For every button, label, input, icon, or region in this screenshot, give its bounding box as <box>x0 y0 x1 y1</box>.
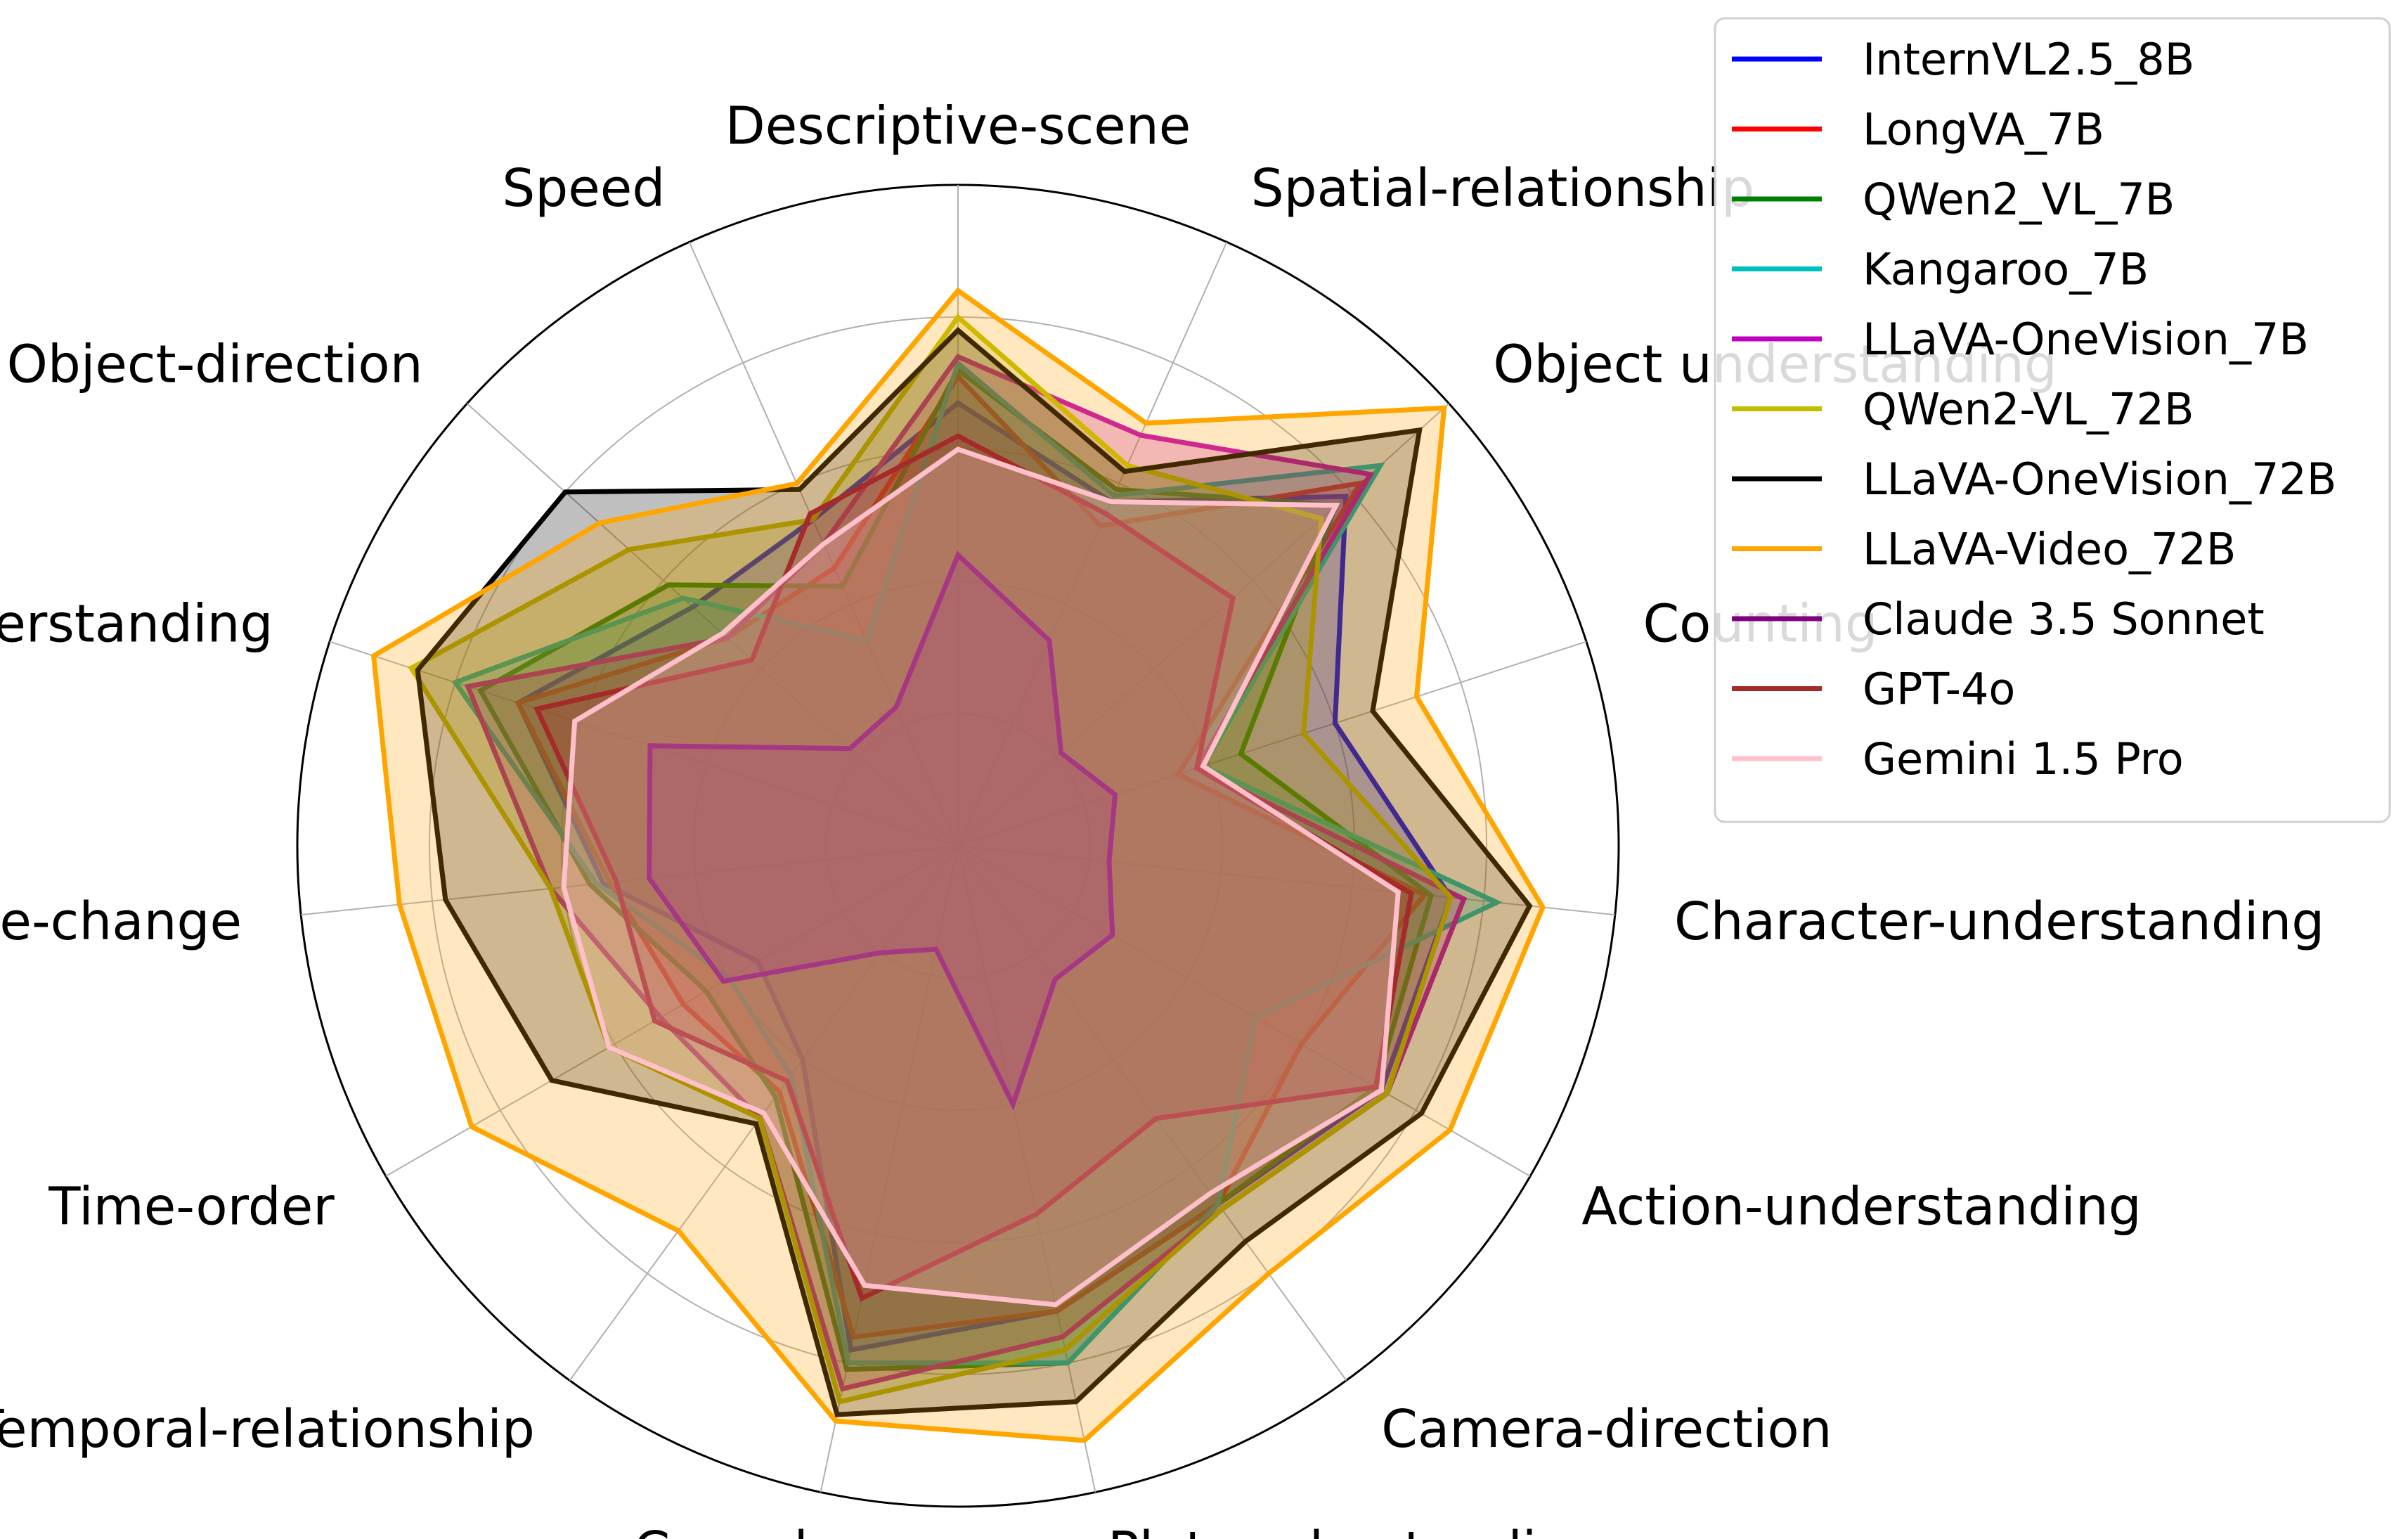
legend-label-internvl2-5-8b: InternVL2.5_8B <box>1863 34 2194 85</box>
axis-label-time-order: Time-order <box>48 1176 335 1237</box>
axis-label-temporal-relationship: Temporal-relationship <box>0 1399 535 1460</box>
axis-label-descriptive-scene: Descriptive-scene <box>725 96 1191 156</box>
axis-label-speed: Speed <box>502 158 665 219</box>
grid-spoke <box>957 845 1347 1382</box>
legend-label-gpt-4o: GPT-4o <box>1863 664 2015 715</box>
radar-series <box>370 287 1546 1443</box>
series-internvl2-5-8b <box>514 399 1454 1353</box>
grid-spoke <box>957 845 1096 1493</box>
grid-spoke <box>957 845 1531 1177</box>
series-claude-3-5-sonnet <box>647 550 1118 1111</box>
axis-label-causal: Causal <box>634 1521 808 1539</box>
grid-spoke <box>957 241 1228 846</box>
legend-label-llava-onevision-72b: LLaVA-OneVision_72B <box>1863 453 2336 505</box>
legend-label-qwen2-vl-7b: QWen2_VL_7B <box>1863 174 2175 225</box>
series-longva-7b <box>514 372 1429 1340</box>
series-llava-video-72b <box>370 287 1546 1443</box>
legend: InternVL2.5_8B LongVA_7B QWen2_VL_7B Kangar… <box>1714 17 2391 823</box>
grid-spoke <box>301 845 959 916</box>
axis-label-scene-understanding: Scene-understanding <box>0 593 273 654</box>
legend-label-gemini-1-5-pro: Gemini 1.5 Pro <box>1863 733 2184 785</box>
axis-labels: Descriptive-scene Spatial-relationship Obj… <box>0 96 2324 1539</box>
grid-spoke <box>385 845 959 1177</box>
legend-box <box>1714 17 2391 823</box>
legend-label-longva-7b: LongVA_7B <box>1863 104 2104 155</box>
legend-label-llava-onevision-7b: LLaVA-OneVision_7B <box>1863 314 2309 365</box>
axis-label-attribute-change: Attribute-change <box>0 891 242 952</box>
grid-spoke <box>957 640 1587 846</box>
axis-label-action-understanding: Action-understanding <box>1581 1176 2141 1237</box>
axis-label-object-direction: Object-direction <box>7 334 423 394</box>
axis-label-camera-direction: Camera-direction <box>1381 1399 1832 1460</box>
axis-label-character-understanding: Character-understanding <box>1674 891 2324 952</box>
grid-spoke <box>957 845 1615 916</box>
grid-spoke <box>466 403 959 846</box>
series-qwen2-vl-72b <box>408 313 1454 1405</box>
legend-label-claude-3-5-sonnet: Claude 3.5 Sonnet <box>1863 593 2265 645</box>
legend-label-llava-video-72b: LLaVA-Video_72B <box>1863 524 2236 575</box>
axis-label-spatial-relationship: Spatial-relationship <box>1251 158 1754 219</box>
series-gemini-1-5-pro <box>561 446 1401 1308</box>
legend-label-qwen2-vl-72b: QWen2-VL_72B <box>1863 384 2194 435</box>
legend-label-kangaroo-7b: Kangaroo_7B <box>1863 244 2149 295</box>
series-llava-onevision-72b <box>415 327 1533 1417</box>
grid-spoke <box>329 640 959 846</box>
series-llava-onevision-7b <box>464 354 1468 1392</box>
axis-label-plot-understanding: Plot-understanding <box>1108 1521 1603 1539</box>
series-gpt-4o <box>533 433 1414 1302</box>
